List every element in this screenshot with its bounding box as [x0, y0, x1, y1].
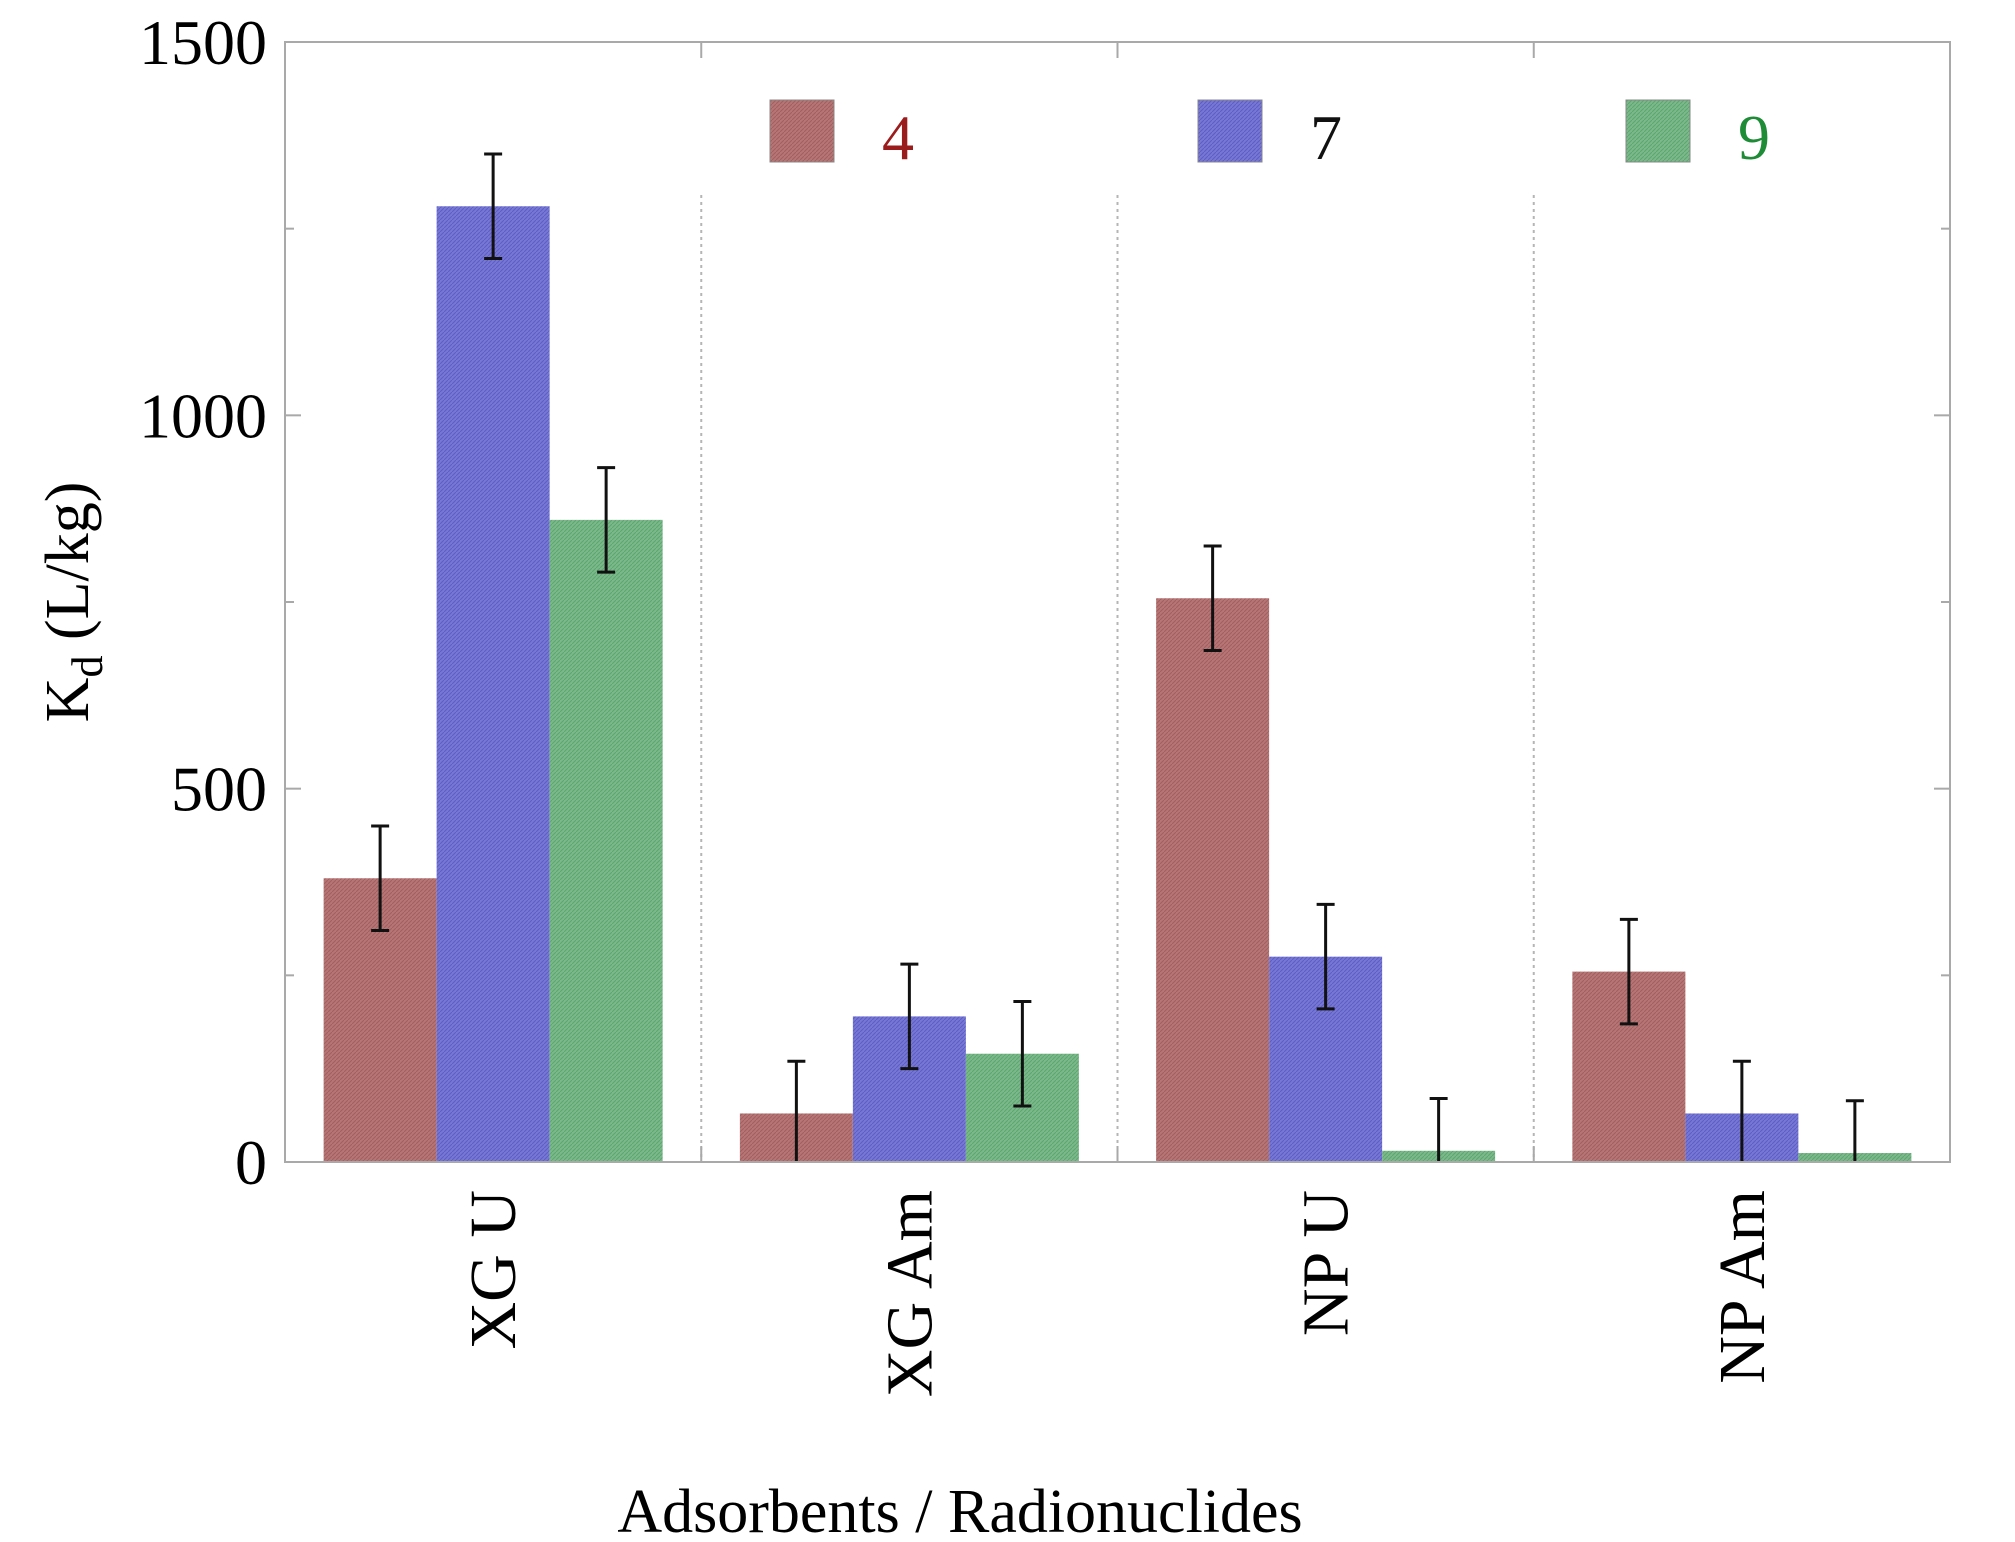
y-axis-title: Kd (L/kg) [34, 482, 112, 723]
error-bar-np-am-series-4 [1619, 917, 1638, 1026]
error-bars [371, 152, 1864, 1162]
y-axis-ticks: 0 500 1000 1500 [139, 7, 1950, 1198]
x-category-label-xg-am: XG Am [873, 1190, 946, 1397]
legend-swatch-4 [769, 99, 835, 163]
error-bar-np-am-series-7 [1732, 1059, 1751, 1162]
error-bar-xg-u-series-9 [597, 466, 616, 574]
legend-label-7: 7 [1310, 102, 1342, 173]
error-bar-np-u-series-9 [1429, 1097, 1448, 1162]
x-axis-title: Adsorbents / Radionuclides [617, 1478, 1302, 1542]
y-tick-label-0: 0 [235, 1127, 267, 1198]
bar-np-u-series-4 [1156, 598, 1270, 1162]
y-tick-label-500: 500 [171, 754, 267, 825]
error-bar-xg-am-series-9 [1013, 999, 1032, 1108]
legend-label-4: 4 [882, 102, 914, 173]
y-tick-label-1500: 1500 [139, 7, 267, 78]
x-category-label-xg-u: XG U [457, 1190, 530, 1350]
x-axis-category-labels: XG U XG Am NP U NP Am [457, 1190, 1779, 1397]
error-bar-xg-am-series-4 [787, 1059, 806, 1162]
error-bar-np-am-series-9 [1845, 1099, 1864, 1162]
y-axis-title-main: K [34, 677, 102, 722]
error-bar-xg-u-series-7 [484, 152, 503, 261]
y-axis-title-subscript: d [63, 656, 112, 678]
error-bar-xg-am-series-7 [900, 962, 919, 1071]
legend-label-9: 9 [1738, 102, 1770, 173]
x-category-label-np-u: NP U [1290, 1190, 1363, 1336]
legend-swatch-9 [1625, 99, 1691, 163]
legend: 4 7 9 [769, 99, 1770, 173]
group-separators [700, 42, 1535, 1162]
bars [323, 206, 1912, 1162]
legend-swatch-7 [1197, 99, 1263, 163]
error-bar-np-u-series-7 [1316, 902, 1335, 1011]
y-axis-title-unit: (L/kg) [34, 482, 102, 656]
y-tick-label-1000: 1000 [139, 380, 267, 451]
error-bar-np-u-series-4 [1203, 544, 1222, 653]
x-category-label-np-am: NP Am [1706, 1190, 1779, 1384]
error-bar-xg-u-series-4 [371, 824, 390, 933]
bar-xg-u-series-7 [436, 206, 550, 1162]
bar-xg-u-series-9 [549, 519, 663, 1162]
